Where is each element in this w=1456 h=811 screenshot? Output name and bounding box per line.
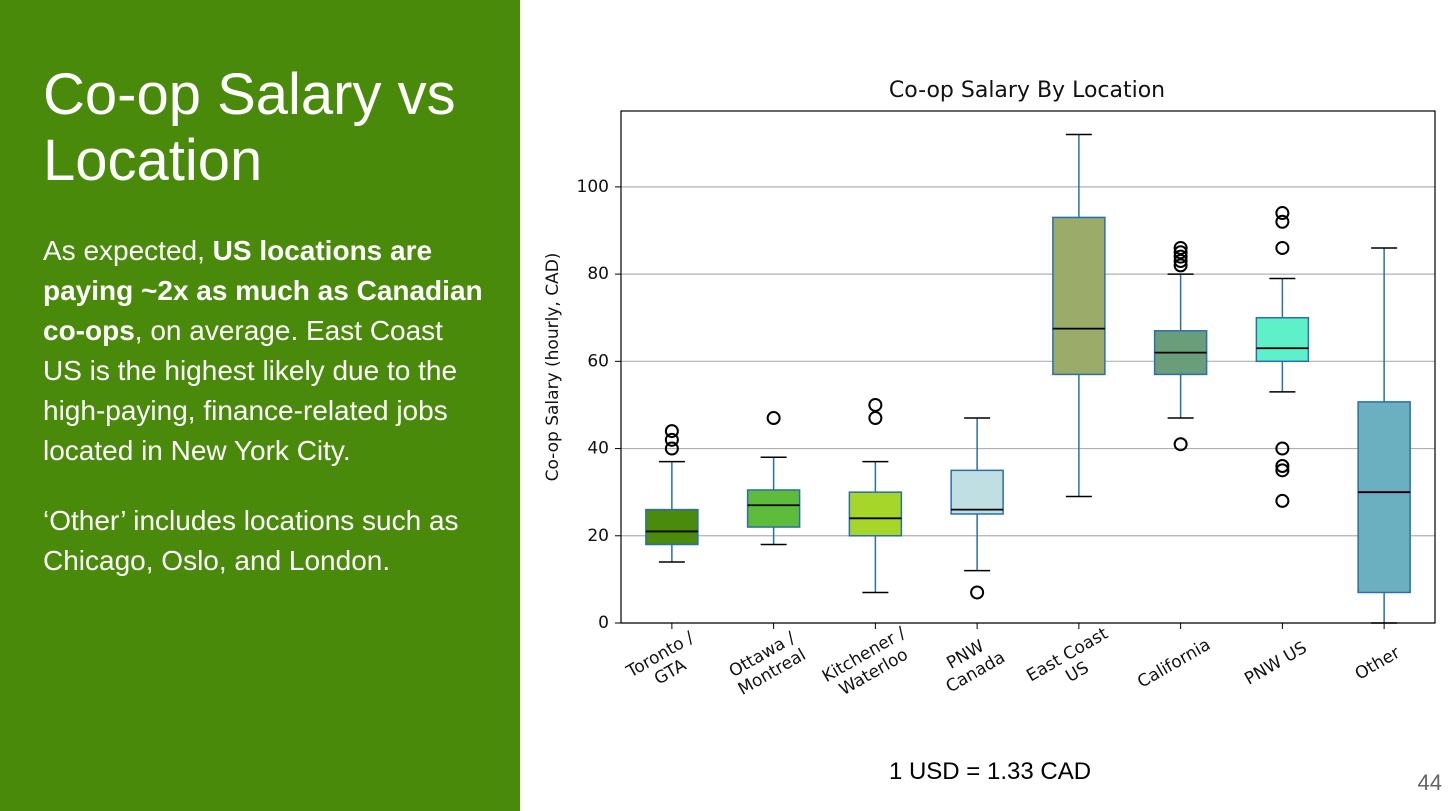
outlier <box>1275 214 1290 229</box>
outlier <box>1275 240 1290 255</box>
footnote: 1 USD = 1.33 CAD <box>888 758 1092 785</box>
outlier <box>664 432 679 447</box>
y-tick-label: 20 <box>587 526 609 546</box>
chart-title: Co-op Salary By Location <box>889 78 1165 103</box>
outlier <box>1173 249 1188 264</box>
outlier <box>868 397 883 412</box>
outlier <box>1275 206 1290 221</box>
box <box>645 508 699 546</box>
slide-title: Co-op Salary vs Location <box>43 62 456 193</box>
outlier <box>970 585 985 600</box>
box <box>848 491 903 537</box>
outlier <box>1275 493 1290 508</box>
outlier <box>868 411 883 426</box>
page-number: 44 <box>1417 770 1442 795</box>
text: , on average. East Coast US is the highe… <box>43 315 458 466</box>
outlier <box>1173 254 1188 269</box>
x-tick-label-line: California <box>1134 635 1214 693</box>
x-tick-label: Ottawa /Montreal <box>725 628 810 700</box>
paragraph: ‘Other’ includes locations such as Chica… <box>43 501 483 581</box>
side-panel: Co-op Salary vs Location As expected, US… <box>0 0 520 811</box>
x-tick-label: Toronto /GTA <box>623 628 708 700</box>
outlier <box>664 441 679 456</box>
y-tick-label: 60 <box>587 351 609 371</box>
box <box>950 469 1004 515</box>
outlier <box>1275 458 1290 473</box>
text: ‘Other’ includes locations such as Chica… <box>43 505 459 576</box>
x-tick-label: PNW US <box>1241 638 1310 690</box>
outlier <box>1275 441 1290 456</box>
x-tick-label: California <box>1134 635 1214 693</box>
outlier <box>1173 437 1188 452</box>
y-tick-label: 40 <box>587 439 609 459</box>
outlier <box>766 411 781 426</box>
outlier <box>1173 240 1188 255</box>
y-tick-label: 80 <box>587 264 609 284</box>
chart: Co-op Salary By Location Co-op Salary (h… <box>543 78 1436 704</box>
outlier <box>1275 463 1290 478</box>
box <box>746 489 801 528</box>
x-tick-label: PNWCanada <box>933 630 1009 697</box>
paragraph: As expected, US locations are paying ~2x… <box>43 231 483 471</box>
x-tick-label: Other <box>1352 643 1404 684</box>
box <box>1357 401 1411 594</box>
x-tick-label: Kitchener /Waterloo <box>819 623 919 704</box>
y-tick-label: 100 <box>577 177 609 197</box>
x-tick-label: East CoastUS <box>1023 624 1121 704</box>
outlier <box>1173 245 1188 260</box>
outlier <box>664 424 679 439</box>
outlier <box>1173 258 1188 273</box>
box <box>1255 316 1310 363</box>
body-text: As expected, US locations are paying ~2x… <box>43 231 483 611</box>
bold-text: US locations are paying ~2x as much as C… <box>43 235 483 346</box>
x-tick-label-line: PNW US <box>1241 638 1310 690</box>
y-tick-label: 0 <box>598 613 609 633</box>
y-axis-label: Co-op Salary (hourly, CAD) <box>543 253 563 482</box>
plot-frame <box>620 110 1436 624</box>
text: As expected, <box>43 235 213 266</box>
x-tick-label-line: Other <box>1352 643 1404 684</box>
box <box>1052 216 1106 376</box>
